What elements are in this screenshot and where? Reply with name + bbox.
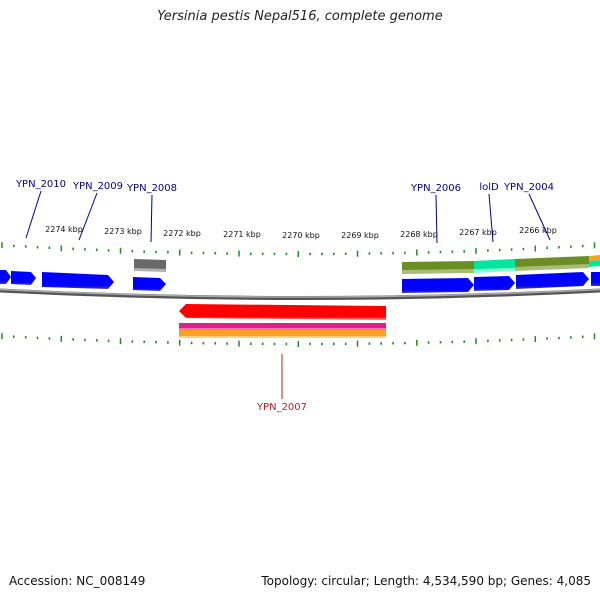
category-segment-orange-shade bbox=[179, 336, 386, 338]
leader-line bbox=[78, 192, 98, 241]
gene-label-ypn-2010[interactable]: YPN_2010 bbox=[15, 179, 66, 190]
gene-label-ypn-2008[interactable]: YPN_2008 bbox=[126, 183, 177, 194]
leader-line bbox=[25, 190, 42, 239]
genome-summary: Topology: circular; Length: 4,534,590 bp… bbox=[261, 574, 591, 588]
category-segment-magenta-shade bbox=[179, 328, 386, 330]
leader-line bbox=[435, 194, 438, 244]
outer-tick-ring bbox=[1, 242, 596, 257]
gene-arrow-forward bbox=[402, 278, 474, 293]
ruler-label: 2273 kbp bbox=[104, 227, 142, 236]
map-title: Yersinia pestis Nepal516, complete genom… bbox=[157, 9, 443, 24]
gene-arrow-forward bbox=[42, 272, 114, 289]
category-segment-gray bbox=[134, 259, 166, 271]
ruler-label: 2272 kbp bbox=[163, 229, 201, 238]
gene-arrow-forward bbox=[11, 271, 36, 285]
category-segment-aqua bbox=[589, 260, 600, 267]
reverse-category-band bbox=[179, 323, 386, 338]
category-segment-olive-shade bbox=[402, 269, 474, 274]
gene-label-ypn-2007[interactable]: YPN_2007 bbox=[256, 402, 307, 413]
gene-arrow-forward bbox=[0, 270, 11, 284]
category-segment-orange bbox=[179, 330, 386, 337]
leader-line bbox=[488, 193, 494, 243]
gene-arrow-forward bbox=[516, 272, 589, 289]
inner-tick-ring bbox=[1, 333, 596, 347]
ruler-label: 2266 kbp bbox=[519, 226, 557, 235]
gene-arrow-forward bbox=[133, 277, 166, 291]
accession-label: Accession: NC_008149 bbox=[9, 574, 146, 588]
ruler-label: 2268 kbp bbox=[400, 230, 438, 239]
gene-arrow-forward bbox=[591, 272, 600, 286]
ruler-label: 2271 kbp bbox=[223, 230, 261, 239]
category-segment-olive-shade bbox=[515, 264, 589, 271]
category-segment-aqua-shade bbox=[474, 268, 515, 273]
forward-category-band bbox=[134, 255, 600, 274]
category-segment-gray-shade bbox=[134, 268, 166, 272]
ruler-label: 2269 kbp bbox=[341, 231, 379, 240]
genome-backbone bbox=[0, 288, 600, 300]
gene-label-ypn-2004[interactable]: YPN_2004 bbox=[503, 182, 554, 193]
genome-backbone-highlight bbox=[0, 288, 600, 298]
ruler-label: 2270 kbp bbox=[282, 231, 320, 240]
category-segment-magenta bbox=[179, 323, 386, 329]
forward-genes bbox=[0, 270, 600, 293]
category-segment-orange bbox=[589, 255, 600, 261]
gene-arrow-reverse bbox=[179, 304, 386, 320]
ruler-label: 2274 kbp bbox=[45, 225, 83, 234]
ruler-label: 2267 kbp bbox=[459, 228, 497, 237]
leader-line bbox=[528, 193, 551, 241]
leader-line bbox=[150, 194, 153, 243]
gene-label-lold[interactable]: lolD bbox=[479, 182, 499, 193]
reverse-genes bbox=[179, 304, 386, 320]
gene-labels: YPN_2010 YPN_2009 YPN_2008 YPN_2006 lolD… bbox=[15, 179, 554, 413]
label-leaders bbox=[25, 190, 551, 399]
gene-label-ypn-2006[interactable]: YPN_2006 bbox=[410, 183, 461, 194]
gene-label-ypn-2009[interactable]: YPN_2009 bbox=[72, 181, 123, 192]
gene-arrow-forward bbox=[474, 276, 515, 291]
ruler-labels: 2274 kbp 2273 kbp 2272 kbp 2271 kbp 2270… bbox=[45, 225, 557, 240]
